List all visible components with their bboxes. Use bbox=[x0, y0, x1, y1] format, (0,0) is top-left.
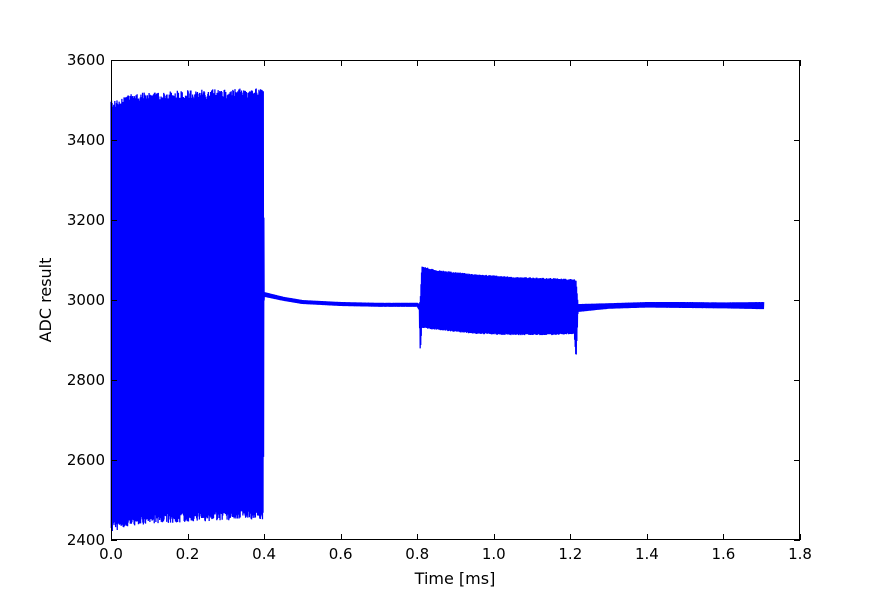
x-tick-label: 0.8 bbox=[405, 545, 429, 563]
x-tick-label: 1.8 bbox=[788, 545, 812, 563]
x-tick-label: 1.0 bbox=[482, 545, 506, 563]
y-tick-label: 2400 bbox=[67, 531, 105, 549]
x-axis: 0.0 0.2 0.4 0.6 0.8 1.0 1.2 1.4 1.6 1.8 bbox=[99, 60, 812, 563]
y-tick-label: 3200 bbox=[67, 211, 105, 229]
series-layer bbox=[110, 88, 765, 532]
x-tick-label: 0.4 bbox=[252, 545, 276, 563]
x-tick-label: 1.2 bbox=[558, 545, 582, 563]
x-tick-label: 0.6 bbox=[329, 545, 353, 563]
y-axis: 2400 2600 2800 3000 3200 3400 3600 bbox=[67, 51, 800, 549]
x-tick-label: 1.4 bbox=[635, 545, 659, 563]
y-tick-label: 2800 bbox=[67, 371, 105, 389]
y-axis-label: ADC result bbox=[36, 258, 55, 343]
y-tick-label: 3600 bbox=[67, 51, 105, 69]
x-tick-label: 1.6 bbox=[712, 545, 736, 563]
y-tick-label: 2600 bbox=[67, 451, 105, 469]
x-axis-label: Time [ms] bbox=[414, 569, 496, 588]
x-tick-label: 0.0 bbox=[99, 545, 123, 563]
series-line-0 bbox=[110, 88, 765, 532]
y-tick-label: 3000 bbox=[67, 291, 105, 309]
y-tick-label: 3400 bbox=[67, 131, 105, 149]
x-tick-label: 0.2 bbox=[176, 545, 200, 563]
